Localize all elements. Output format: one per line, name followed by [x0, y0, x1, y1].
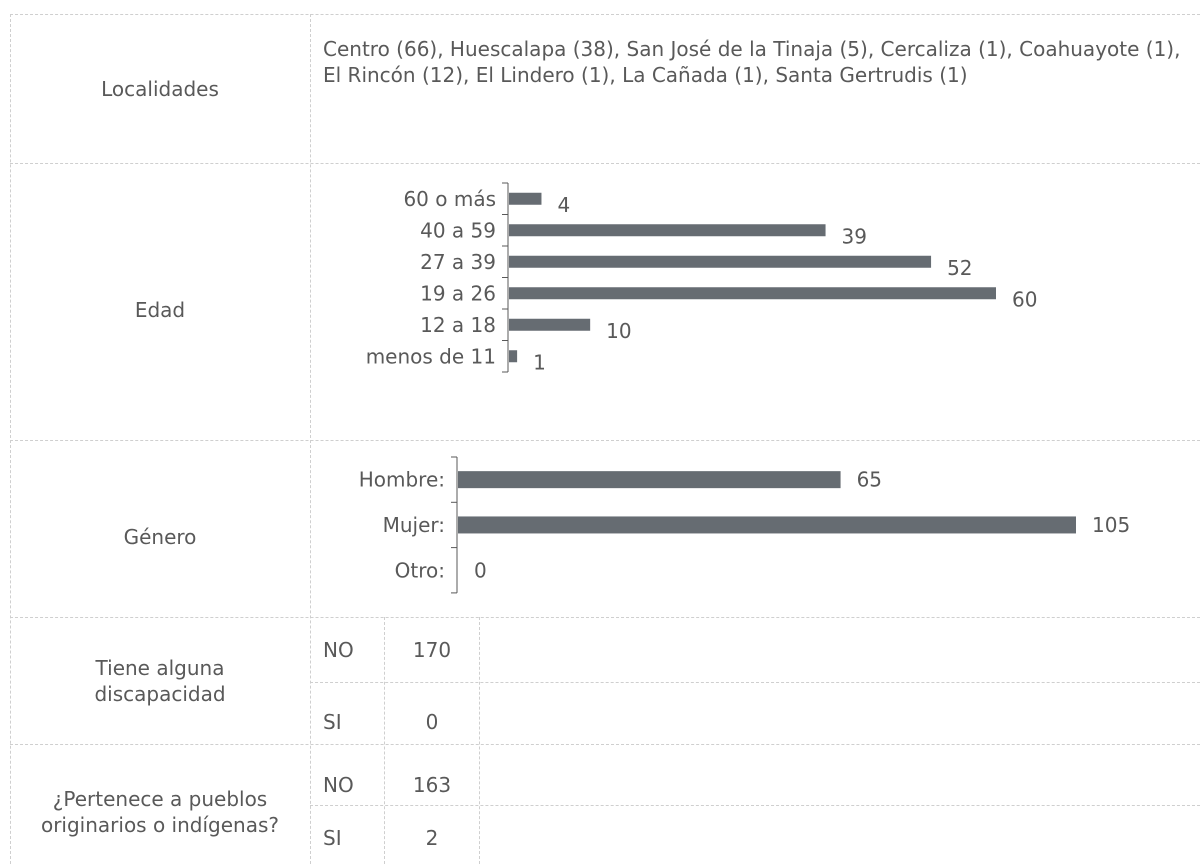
bar — [509, 318, 591, 331]
category-label: 19 a 26 — [420, 281, 496, 305]
edad-label: Edad — [134, 297, 186, 322]
data-label: 1 — [533, 350, 546, 374]
bar — [509, 287, 996, 300]
indigena-no-count: 163 — [412, 773, 452, 797]
data-label: 105 — [1092, 513, 1130, 537]
indigena-label: ¿Pertenece a pueblos originarios o indíg… — [40, 787, 280, 837]
column-divider — [310, 14, 311, 864]
indigena-no-answer: NO — [323, 773, 354, 797]
category-label: Otro: — [395, 558, 445, 582]
genero-label: Género — [123, 524, 197, 549]
bar — [509, 255, 932, 268]
category-label: menos de 11 — [366, 344, 496, 368]
localidades-value: Centro (66), Huescalapa (38), San José d… — [323, 37, 1181, 87]
discapacidad-si-count: 0 — [425, 709, 439, 734]
age-bar-chart: 60 o más 4 40 a 59 39 27 a 39 52 19 a 26 60 12 a… — [366, 182, 1037, 374]
data-label: 4 — [557, 193, 570, 217]
bar — [458, 471, 841, 489]
discapacidad-no-count: 170 — [412, 637, 452, 662]
bar — [509, 350, 518, 363]
discapacidad-label: Tiene alguna discapacidad — [94, 655, 226, 706]
category-label: 12 a 18 — [420, 313, 496, 337]
table-border-left — [10, 14, 11, 864]
gender-bar-chart: Hombre: 65 Mujer: 105 Otro: 0 — [359, 456, 1130, 594]
category-label: 60 o más — [403, 187, 496, 211]
category-label: Hombre: — [359, 468, 445, 492]
data-label: 65 — [857, 468, 882, 492]
indigena-si-answer: SI — [323, 826, 342, 850]
data-label: 60 — [1012, 287, 1037, 311]
row-divider — [310, 805, 1200, 806]
data-label: 10 — [606, 319, 631, 343]
bar — [509, 224, 826, 237]
data-label: 39 — [842, 224, 867, 248]
row-divider — [10, 617, 1200, 618]
column-divider — [479, 617, 480, 864]
row-divider — [10, 163, 1200, 164]
data-label: 52 — [947, 256, 972, 280]
discapacidad-no-answer: NO — [323, 637, 354, 662]
row-divider — [10, 744, 1200, 745]
category-label: 40 a 59 — [420, 218, 496, 242]
data-label: 0 — [474, 558, 487, 582]
bar — [458, 516, 1076, 534]
column-divider — [384, 617, 385, 864]
localidades-label: Localidades — [101, 76, 219, 101]
row-divider — [10, 440, 1200, 441]
indigena-si-count: 2 — [425, 826, 439, 850]
bar — [509, 192, 542, 205]
category-label: 27 a 39 — [420, 250, 496, 274]
row-divider — [310, 682, 1200, 683]
table-border-top — [10, 14, 1200, 15]
discapacidad-si-answer: SI — [323, 709, 342, 734]
category-label: Mujer: — [383, 513, 445, 537]
